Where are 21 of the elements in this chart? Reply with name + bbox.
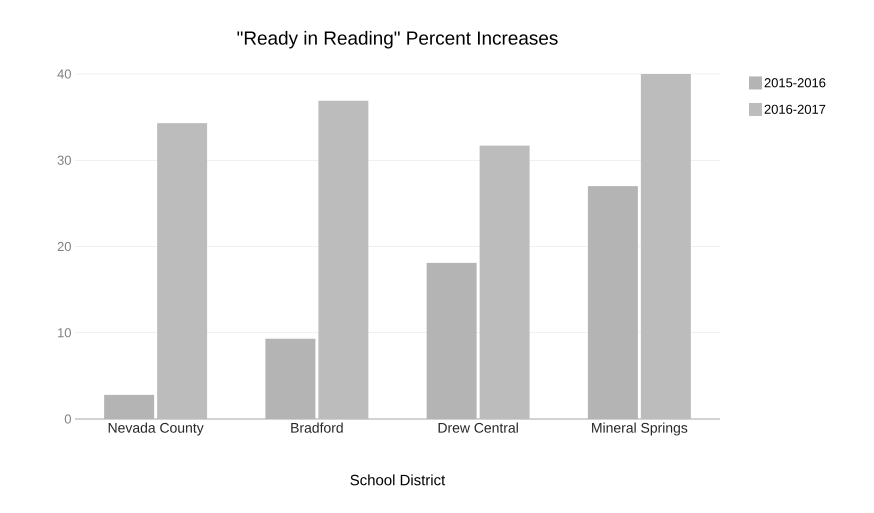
- bar: [318, 100, 368, 419]
- y-tick-label: 40: [57, 69, 71, 79]
- x-tick-label: Bradford: [291, 422, 343, 433]
- legend-label: 2015-2016: [764, 78, 826, 88]
- x-axis-title: School District: [350, 474, 446, 486]
- legend-label: 2016-2017: [764, 104, 826, 114]
- y-tick-label: 0: [64, 414, 71, 424]
- chart-title: "Ready in Reading" Percent Increases: [237, 30, 558, 48]
- x-tick-label: Nevada County: [108, 422, 204, 436]
- y-tick-label: 20: [58, 242, 71, 252]
- y-tick-label: 10: [58, 328, 71, 338]
- bar: [426, 262, 477, 419]
- bar: [157, 123, 208, 419]
- x-tick-label: Mineral Springs: [592, 422, 688, 436]
- bar: [480, 146, 530, 419]
- bar: [588, 186, 638, 419]
- bar: [265, 338, 316, 419]
- bar: [640, 74, 691, 419]
- bar: [104, 394, 154, 419]
- x-tick-label: Drew Central: [438, 422, 518, 433]
- y-tick-label: 30: [58, 156, 71, 165]
